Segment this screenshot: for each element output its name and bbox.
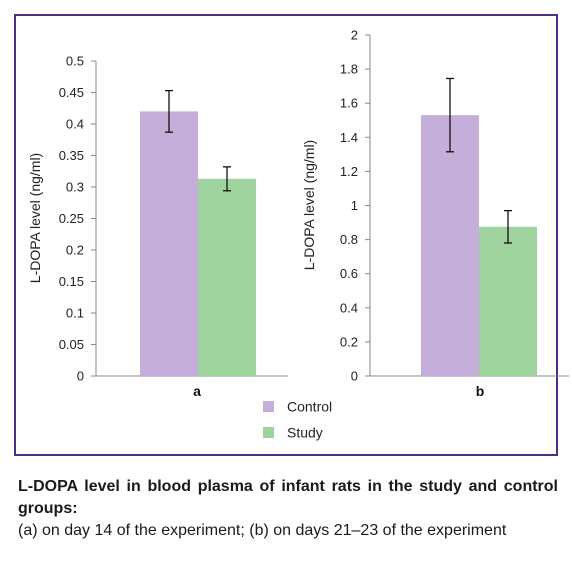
figure-frame <box>14 14 558 456</box>
error-bar-study <box>504 209 512 244</box>
y-tick-label: 0.4 <box>340 300 358 315</box>
legend-label-study: Study <box>287 425 323 441</box>
y-tick-label: 0 <box>351 369 358 384</box>
legend-swatch-control <box>263 401 274 412</box>
chart-panel-a: 0 0.05 0.1 0.15 0.2 0.25 0.3 0.35 0.4 0.45 0.5 L-DO… <box>27 54 288 399</box>
y-tick-label: 0.25 <box>59 211 84 226</box>
error-bar-control <box>446 77 454 153</box>
y-tick-label: 0.8 <box>340 232 358 247</box>
bar-control <box>421 115 479 376</box>
bar-control <box>140 111 198 377</box>
chart-canvas: 0 0.05 0.1 0.15 0.2 0.25 0.3 0.35 0.4 0.45 0.5 L-DO… <box>27 28 569 441</box>
y-tick-label: 0.5 <box>66 54 84 69</box>
y-tick-label: 0.3 <box>66 180 84 195</box>
y-axis-label: L-DOPA level (ng/ml) <box>301 140 317 270</box>
y-tick-label: 0.6 <box>340 266 358 281</box>
y-tick-label: 1.2 <box>340 164 358 179</box>
y-tick-label: 0.05 <box>59 337 84 352</box>
y-tick-label: 1.4 <box>340 130 358 145</box>
bar-study <box>479 226 537 376</box>
y-tick-label: 1.6 <box>340 96 358 111</box>
caption-title: L-DOPA level in blood plasma of infant r… <box>18 478 558 517</box>
y-tick-label: 0.45 <box>59 85 84 100</box>
y-tick-label: 0 <box>77 369 84 384</box>
y-tick-label: 1.8 <box>340 62 358 77</box>
legend: Control Study <box>263 399 332 441</box>
y-tick-label: 1 <box>351 198 358 213</box>
chart-panel-b: 0 0.2 0.4 0.6 0.8 1 1.2 1.4 1.6 1.8 2 L-DOPA level … <box>301 28 569 399</box>
y-tick-label: 0.4 <box>66 117 84 132</box>
y-tick-label: 2 <box>351 28 358 43</box>
y-axis-label: L-DOPA level (ng/ml) <box>27 153 43 283</box>
legend-swatch-study <box>263 427 274 438</box>
y-tick-label: 0.1 <box>66 306 84 321</box>
y-tick-label: 0.35 <box>59 148 84 163</box>
y-tick-label: 0.15 <box>59 274 84 289</box>
category-label: b <box>476 383 485 399</box>
category-label: a <box>193 383 201 399</box>
legend-label-control: Control <box>287 399 332 415</box>
y-tick-label: 0.2 <box>340 334 358 349</box>
y-tick-label: 0.2 <box>66 243 84 258</box>
caption-description: (a) on day 14 of the experiment; (b) on … <box>18 522 507 539</box>
error-bar-study <box>223 166 231 192</box>
error-bar-control <box>165 89 173 133</box>
figure-caption: L-DOPA level in blood plasma of infant r… <box>18 476 558 542</box>
bar-study <box>198 178 256 376</box>
